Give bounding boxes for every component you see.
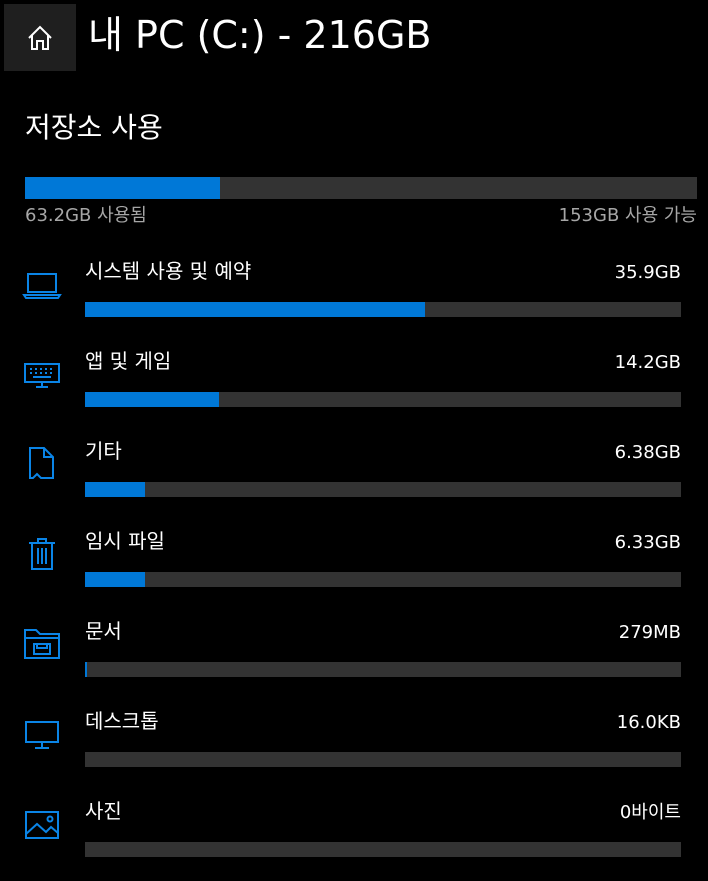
home-button[interactable] [4,4,76,71]
category-usage-bar [85,572,681,587]
used-space-label: 63.2GB 사용됨 [25,205,147,226]
category-other[interactable]: 기타 6.38GB [0,430,708,520]
total-usage-bar [25,177,697,199]
category-system[interactable]: 시스템 사용 및 예약 35.9GB [0,250,708,340]
category-size: 35.9GB [614,262,681,283]
category-name: 사진 [85,799,122,823]
laptop-icon [22,264,62,304]
category-usage-bar [85,302,681,317]
category-usage-bar [85,392,681,407]
category-apps-games[interactable]: 앱 및 게임 14.2GB [0,340,708,430]
category-name: 임시 파일 [85,529,165,553]
trash-icon [22,534,62,574]
category-desktop[interactable]: 데스크톱 16.0KB [0,700,708,790]
category-usage-bar [85,842,681,857]
category-usage-bar [85,752,681,767]
category-usage-bar [85,662,681,677]
home-icon [26,24,54,52]
category-size: 0바이트 [619,802,681,823]
category-size: 14.2GB [614,352,681,373]
category-usage-fill [85,392,220,407]
category-size: 6.33GB [614,532,681,553]
category-size: 279MB [618,622,681,643]
storage-usage-heading: 저장소 사용 [25,111,163,144]
monitor-icon [22,714,62,754]
category-name: 데스크톱 [85,709,159,733]
storage-category-list: 시스템 사용 및 예약 35.9GB 앱 및 게임 14.2GB 기타 6.3 [0,250,708,880]
category-name: 앱 및 게임 [85,349,172,373]
category-usage-fill [85,572,145,587]
category-usage-fill [85,662,88,677]
category-usage-fill [85,482,145,497]
category-usage-bar [85,482,681,497]
image-icon [22,804,62,844]
free-space-label: 153GB 사용 가능 [558,205,697,226]
category-size: 16.0KB [616,712,681,733]
category-name: 기타 [85,439,122,463]
total-usage-fill [25,177,220,199]
category-name: 문서 [85,619,122,643]
category-documents[interactable]: 문서 279MB [0,610,708,700]
category-name: 시스템 사용 및 예약 [85,259,252,283]
category-pictures[interactable]: 사진 0바이트 [0,790,708,880]
category-size: 6.38GB [614,442,681,463]
documents-folder-icon [22,624,62,664]
page-title: 내 PC (C:) - 216GB [88,13,432,57]
category-temp-files[interactable]: 임시 파일 6.33GB [0,520,708,610]
category-usage-fill [85,302,425,317]
file-icon [22,444,62,484]
keyboard-icon [22,354,62,394]
